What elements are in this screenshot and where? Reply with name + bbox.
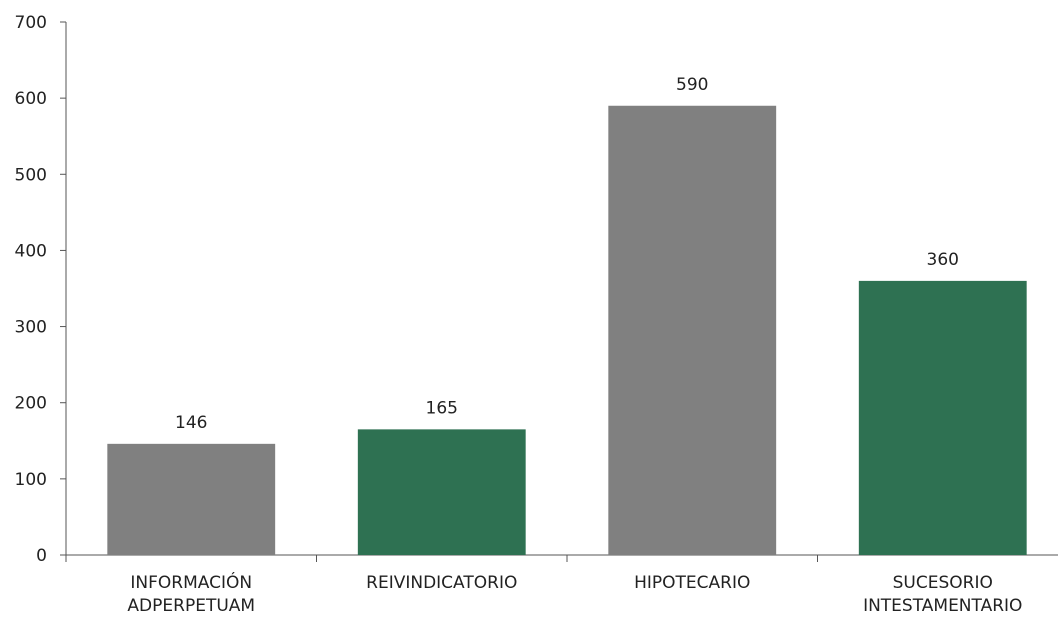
y-tick-label: 200	[15, 394, 47, 414]
category-label: REIVINDICATORIO	[366, 573, 517, 593]
category-label: SUCESORIO	[893, 573, 993, 593]
data-label: 590	[676, 75, 708, 95]
category-label: HIPOTECARIO	[634, 573, 750, 593]
y-tick-label: 500	[15, 165, 47, 185]
bar	[858, 280, 1027, 555]
y-tick-label: 0	[36, 546, 47, 566]
category-label: INTESTAMENTARIO	[863, 596, 1022, 616]
category-label: INFORMACIÓN	[130, 571, 252, 593]
bar	[107, 443, 276, 555]
y-tick-label: 100	[15, 470, 47, 490]
category-labels: INFORMACIÓN ADPERPETUAM REIVINDICATORIO HIP…	[127, 571, 1022, 616]
bar	[608, 105, 777, 555]
data-label: 360	[927, 250, 959, 270]
bars	[107, 105, 1027, 555]
bar	[357, 429, 526, 555]
x-axis	[65, 554, 1058, 562]
data-label: 165	[426, 398, 458, 418]
data-label: 146	[175, 413, 207, 433]
y-tick-label: 400	[15, 241, 47, 261]
y-tick-label: 300	[15, 318, 47, 338]
data-labels: 146 165 590 360	[175, 75, 959, 433]
y-axis: 0 100 200 300 400 500 600 700	[15, 13, 67, 566]
y-tick-label: 600	[15, 89, 47, 109]
y-tick-label: 700	[15, 13, 47, 33]
category-label: ADPERPETUAM	[127, 596, 255, 616]
